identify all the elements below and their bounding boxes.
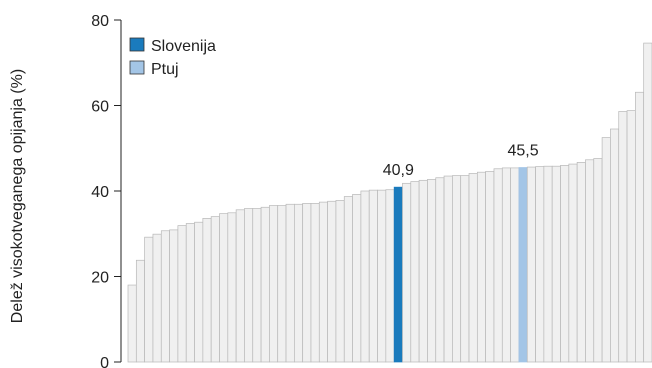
bar [452,175,462,363]
bar [476,171,486,363]
bar [244,208,254,363]
bar [402,182,412,363]
y-tick-label: 0 [100,355,109,368]
bar [493,168,503,363]
bar [543,165,553,363]
bar [368,189,378,363]
bar [327,200,337,363]
bar [510,167,520,363]
bar [618,111,628,363]
bars [127,42,652,363]
y-tick-label: 20 [91,270,109,287]
y-axis-label: Delež visokotveganega opijanja (%) [9,69,26,323]
legend: Slovenija Ptuj [129,37,216,78]
bar [169,229,179,363]
bar [294,203,304,363]
bar [418,179,428,363]
bar [269,205,279,363]
bar [335,200,345,363]
bar [410,181,420,363]
bar [626,110,636,363]
bar-slovenija [393,186,403,363]
bar [177,225,187,363]
bar [635,91,645,363]
bar-ptuj [518,167,528,363]
bar [302,203,312,363]
bar [601,137,611,363]
bar [185,223,195,363]
bar [593,158,603,363]
y-tick-label: 60 [91,99,109,116]
bar [535,166,545,363]
bar [219,213,229,363]
bar [194,221,204,363]
data-label-slovenija: 40,9 [383,162,414,179]
bar [585,159,595,363]
data-labels: 40,9 45,5 [383,142,539,179]
bar [318,201,328,363]
legend-label-slovenija: Slovenija [151,38,216,55]
bar [385,189,395,363]
bar [260,206,270,363]
bar [551,165,561,363]
bar [435,177,445,363]
bar [460,175,470,363]
bar [127,284,137,363]
bar [343,196,353,363]
bar [610,128,620,363]
bar [377,189,387,363]
bar [568,163,578,363]
bar [135,259,145,363]
data-label-ptuj: 45,5 [508,142,539,159]
bar [310,203,320,363]
bar [277,205,287,363]
bar [202,218,212,363]
bar [360,190,370,363]
bar [468,173,478,363]
legend-swatch-ptuj [129,60,145,75]
y-tick-label: 80 [91,13,109,30]
y-axis: 0 20 40 60 80 [91,13,122,368]
bar [235,209,245,363]
bar [352,194,362,363]
bar [560,165,570,363]
bar [252,208,262,363]
bar [501,167,511,363]
bar [427,179,437,363]
bar [526,166,536,363]
bar [643,42,652,363]
legend-swatch-slovenija [129,37,145,52]
bar [227,212,237,363]
bar [285,203,295,363]
y-tick-label: 40 [91,184,109,201]
bar [485,170,495,363]
bar [210,216,220,363]
bar [160,230,170,363]
bar [152,233,162,363]
legend-label-ptuj: Ptuj [151,61,179,78]
bar [144,236,154,363]
bar [576,162,586,363]
bar [443,175,453,363]
